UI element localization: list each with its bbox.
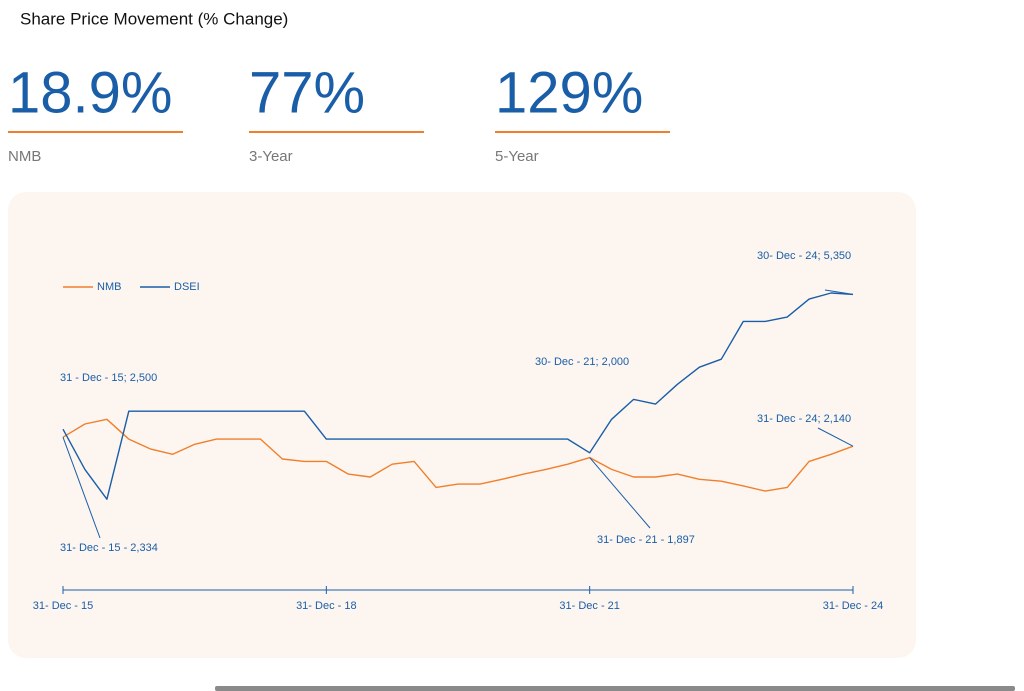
x-tick-label: 31- Dec - 21 (559, 600, 620, 612)
annotation: 30- Dec - 21; 2,000 (535, 356, 629, 368)
stat-value: 129% (495, 60, 643, 125)
legend-label: DSEI (174, 281, 200, 293)
line-series (62, 292, 854, 500)
annotation: 31- Dec - 24; 2,140 (757, 413, 851, 425)
annotation: 31- Dec - 15 - 2,334 (60, 542, 158, 554)
stat-value: 77% (249, 60, 365, 125)
annotation-leader (824, 289, 854, 295)
annotation: 30- Dec - 24; 5,350 (757, 250, 851, 262)
annotation: 31- Dec - 21 - 1,897 (597, 534, 695, 546)
legend-label: NMB (97, 281, 121, 293)
x-tick-label: 31- Dec - 15 (33, 600, 94, 612)
x-tick-label: 31- Dec - 24 (823, 600, 884, 612)
x-tick-label: 31- Dec - 18 (296, 600, 357, 612)
annotation-leader (817, 427, 854, 447)
stat-label: 5-Year (495, 148, 539, 165)
line-series (62, 418, 854, 492)
chart-panel (8, 192, 916, 658)
scrollbar[interactable] (215, 686, 1015, 691)
annotation: 31 - Dec - 15; 2,500 (60, 372, 157, 384)
annotation-leader (589, 457, 651, 529)
annotation-leader (62, 437, 101, 539)
stat-label: NMB (8, 148, 41, 165)
page-title: Share Price Movement (% Change) (20, 9, 288, 28)
stat-label: 3-Year (249, 148, 293, 165)
stat-value: 18.9% (8, 60, 172, 125)
